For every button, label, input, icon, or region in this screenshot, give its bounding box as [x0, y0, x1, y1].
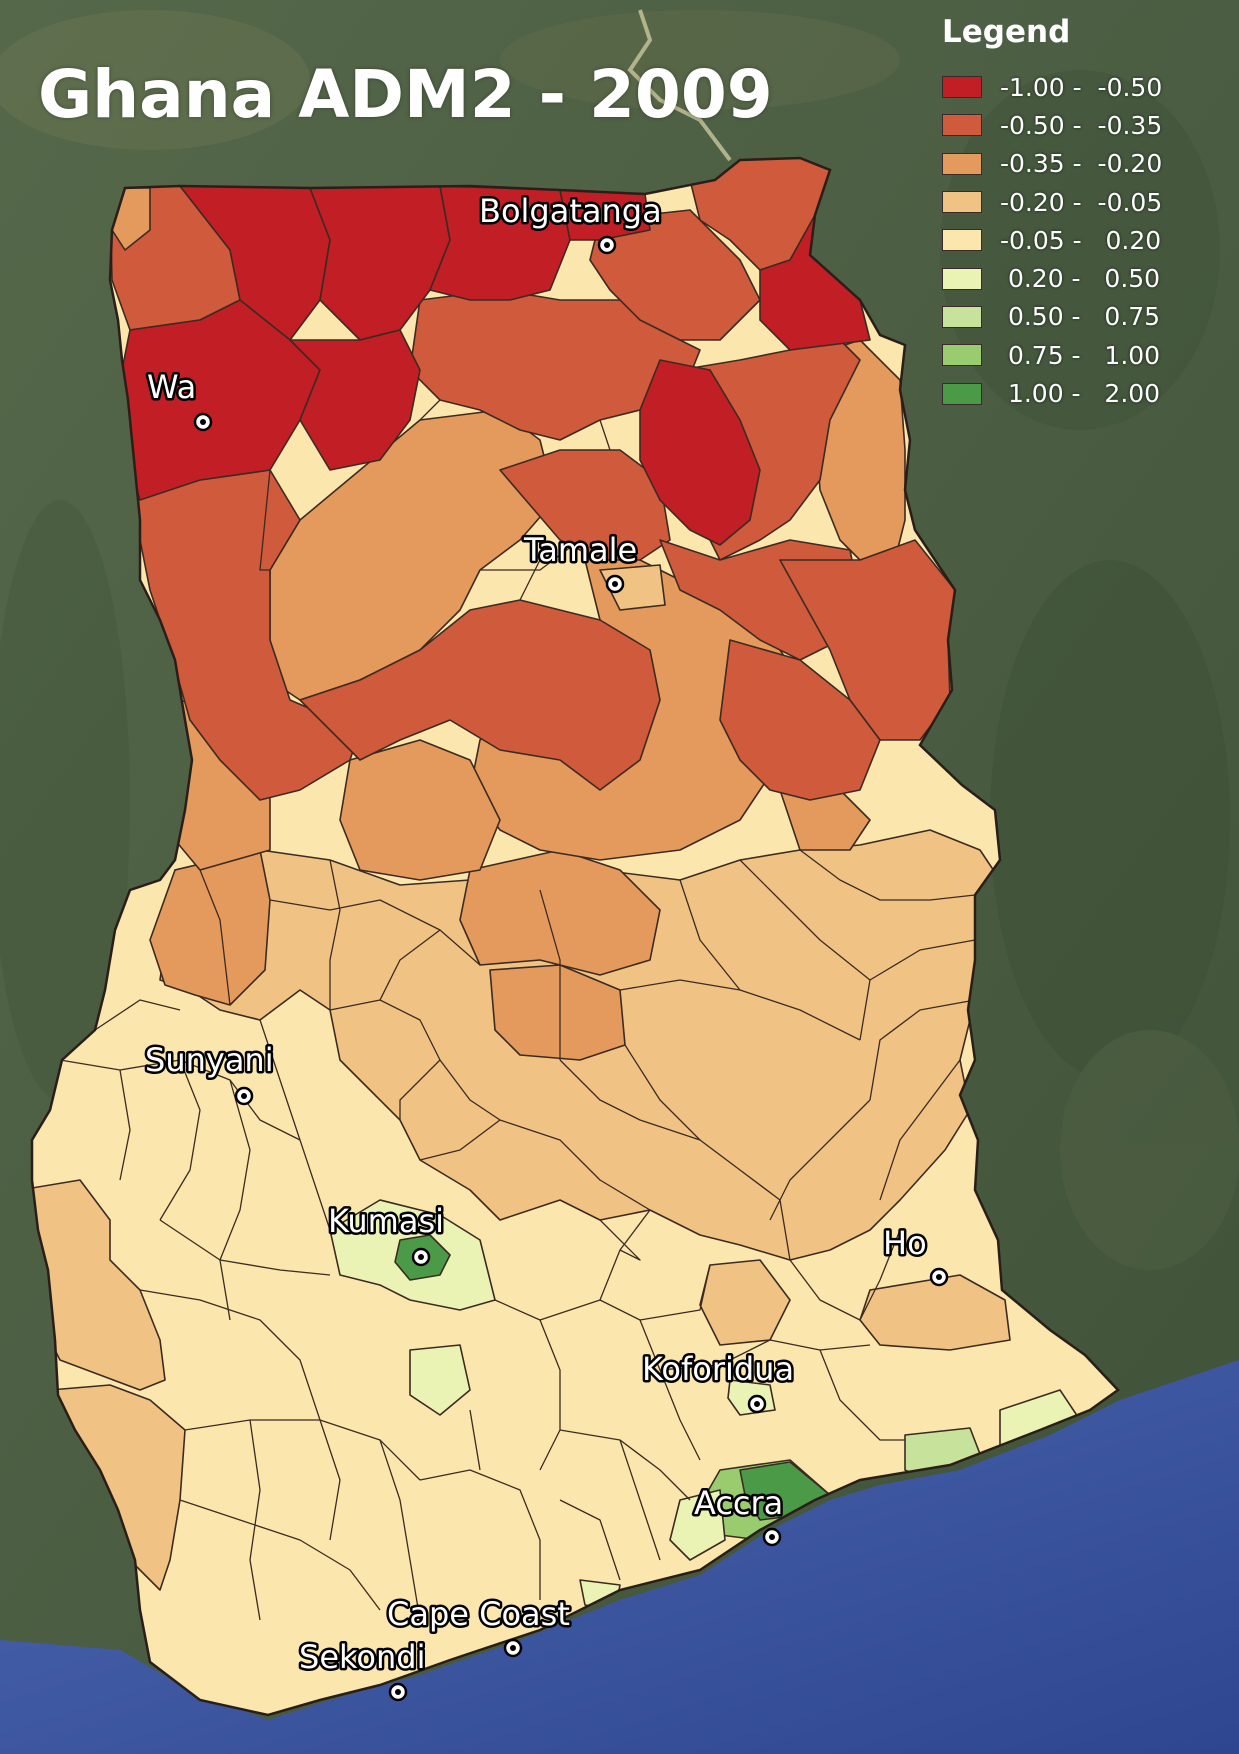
city-label-ho: Ho — [883, 1224, 927, 1262]
legend-item: 0.50 - 0.75 — [942, 298, 1202, 336]
city-bolgatanga[interactable]: Bolgatanga — [477, 190, 664, 255]
city-point-center — [604, 242, 610, 248]
district-central-gonja-red — [299, 599, 661, 791]
city-point-center — [769, 1534, 775, 1540]
city-label-sekondi: Sekondi — [299, 1638, 425, 1676]
legend-swatch — [942, 229, 982, 252]
legend-range-label: -0.05 - 0.20 — [1000, 225, 1162, 255]
legend-swatch — [942, 382, 982, 405]
legend-item: -0.35 - -0.20 — [942, 145, 1202, 183]
legend-swatch — [942, 152, 982, 175]
legend-swatch — [942, 114, 982, 137]
district-bawku — [589, 209, 761, 341]
legend-range-label: 0.75 - 1.00 — [1000, 340, 1161, 370]
city-accra[interactable]: Accra — [692, 1482, 786, 1547]
legend-range-label: 1.00 - 2.00 — [1000, 379, 1161, 409]
legend-range-label: 0.50 - 0.75 — [1000, 302, 1161, 332]
district-volta-1 — [859, 1274, 1011, 1351]
legend-swatch — [942, 267, 982, 290]
legend-swatch — [942, 76, 982, 99]
city-kumasi[interactable]: Kumasi — [326, 1200, 447, 1267]
district-savelugu — [499, 449, 671, 561]
city-label-accra: Accra — [694, 1484, 783, 1522]
city-label-kumasi: Kumasi — [328, 1202, 444, 1240]
map-title: Ghana ADM2 - 2009 — [38, 56, 773, 133]
city-koforidua[interactable]: Koforidua — [640, 1348, 797, 1414]
legend-title: Legend — [942, 14, 1071, 50]
legend-swatch — [942, 191, 982, 214]
district-nanumba — [719, 639, 881, 801]
legend-item: -1.00 - -0.50 — [942, 68, 1202, 106]
legend-items: -1.00 - -0.50 -0.50 - -0.35 -0.35 - -0.20 -… — [942, 68, 1202, 413]
legend: Legend -1.00 - -0.50 -0.50 - -0.35 -0.35 -… — [942, 14, 1202, 413]
district-pusiga — [759, 214, 871, 351]
city-point-center — [612, 581, 618, 587]
terrain-texture — [0, 10, 1239, 1270]
legend-item: 0.20 - 0.50 — [942, 259, 1202, 297]
legend-swatch — [942, 344, 982, 367]
city-ho[interactable]: Ho — [881, 1222, 949, 1287]
city-markers: Bolgatanga Wa Tamale Sunyani Kumasi — [143, 190, 949, 1702]
city-sekondi[interactable]: Sekondi — [297, 1636, 428, 1702]
legend-item: -0.50 - -0.35 — [942, 106, 1202, 144]
city-sunyani[interactable]: Sunyani — [143, 1039, 276, 1106]
district-gushiegu — [639, 359, 761, 546]
city-point-center — [936, 1274, 942, 1280]
district-brong-east — [489, 964, 626, 1061]
district-south-ashanti — [409, 1344, 471, 1416]
district-ga-west — [669, 1489, 726, 1561]
city-point-center — [510, 1645, 516, 1651]
legend-item: 1.00 - 2.00 — [942, 374, 1202, 412]
legend-range-label: 0.20 - 0.50 — [1000, 264, 1161, 294]
legend-range-label: -0.20 - -0.05 — [1000, 187, 1163, 217]
river — [627, 9, 732, 162]
district-central-gonja — [339, 739, 501, 881]
legend-range-label: -0.35 - -0.20 — [1000, 149, 1163, 179]
city-label-sunyani: Sunyani — [145, 1041, 274, 1079]
city-label-bolgatanga: Bolgatanga — [479, 192, 662, 230]
city-point-center — [200, 419, 206, 425]
legend-range-label: -0.50 - -0.35 — [1000, 110, 1163, 140]
city-cape-coast[interactable]: Cape Coast — [385, 1593, 572, 1658]
city-point-center — [754, 1401, 760, 1407]
city-point-center — [395, 1689, 401, 1695]
city-label-koforidua: Koforidua — [642, 1350, 794, 1388]
city-point-center — [418, 1254, 424, 1260]
city-point-center — [241, 1093, 247, 1099]
legend-item: -0.05 - 0.20 — [942, 221, 1202, 259]
city-label-wa: Wa — [147, 368, 196, 406]
district-boundaries — [59, 399, 976, 1621]
legend-item: -0.20 - -0.05 — [942, 183, 1202, 221]
city-tamale[interactable]: Tamale — [521, 529, 640, 594]
city-label-cape-coast: Cape Coast — [387, 1595, 570, 1633]
legend-swatch — [942, 305, 982, 328]
city-wa[interactable]: Wa — [145, 366, 213, 432]
legend-item: 0.75 - 1.00 — [942, 336, 1202, 374]
district-wa-east — [289, 329, 421, 471]
legend-range-label: -1.00 - -0.50 — [1000, 72, 1163, 102]
city-label-tamale: Tamale — [523, 531, 637, 569]
ocean — [0, 1360, 1239, 1754]
district-central-brong — [459, 849, 661, 976]
